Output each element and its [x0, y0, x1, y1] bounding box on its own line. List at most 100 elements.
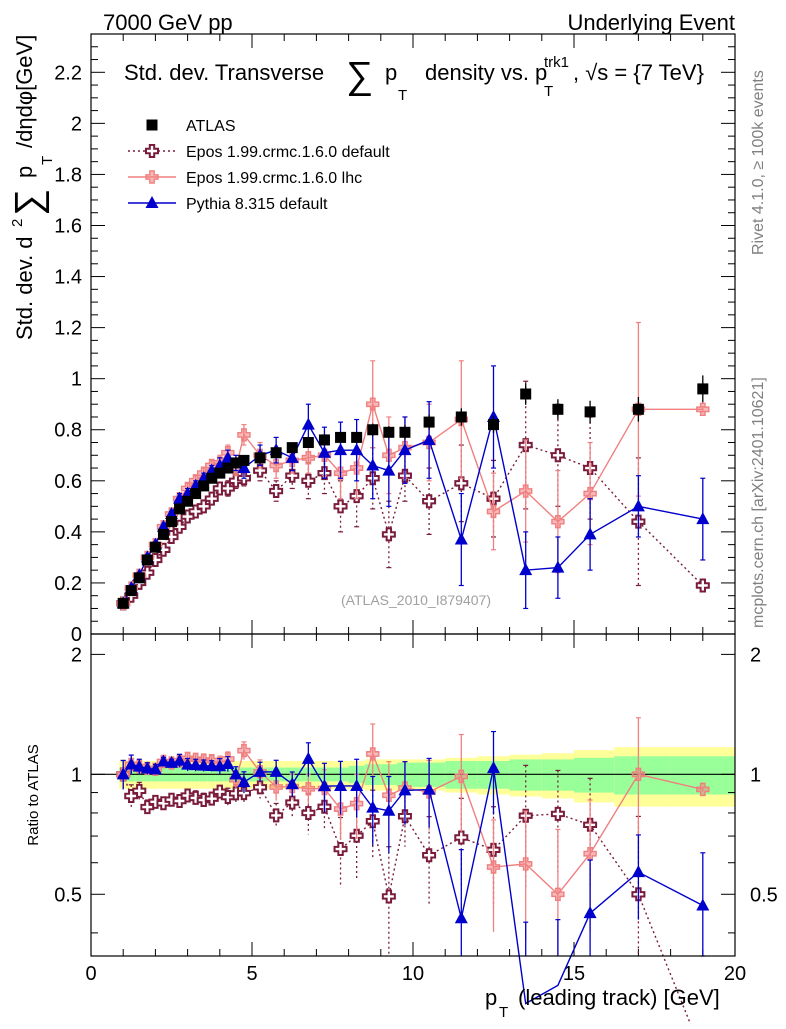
title-p: p: [385, 60, 397, 85]
ratio-point-pythia-8-315-default: [334, 778, 348, 791]
legend-label-pythia: Pythia 8.315 default: [186, 196, 328, 213]
rivet-label: Rivet 4.1.0, ≥ 100k events: [750, 70, 767, 255]
ratio-point-pythia-8-315-default: [237, 775, 251, 788]
x-tick-label: 0: [85, 963, 96, 985]
ratio-point-pythia-8-315-default: [583, 906, 597, 919]
ratio-plot: 0 5 10 15 20 0.5 0.5 1 1 2 2 Ratio to ATLAS: [25, 633, 778, 1029]
data-point-epos-1-99-crmc-1-6-0-default: [550, 448, 565, 463]
ratio-point-epos-1-99-crmc-1-6-0-default: [422, 848, 437, 863]
ratio-point-pythia-8-315-default: [124, 757, 138, 770]
ratio-point-epos-1-99-crmc-1-6-0-lhc: [301, 782, 316, 796]
data-point-pythia-8-315-default: [301, 417, 315, 430]
title-main: Std. dev. Transverse: [124, 60, 324, 85]
ratio-point-pythia-8-315-default: [366, 800, 380, 813]
legend-label-epos-lhc: Epos 1.99.crmc.1.6.0 lhc: [186, 170, 362, 187]
ratio-point-epos-1-99-crmc-1-6-0-lhc: [454, 769, 468, 784]
ylabel-sum: ∑: [8, 189, 50, 216]
ratio-point-epos-1-99-crmc-1-6-0-default: [454, 830, 469, 845]
data-point-atlas: [383, 426, 395, 438]
data-point-pythia-8-315-default: [317, 445, 331, 458]
data-point-epos-1-99-crmc-1-6-0-default: [196, 499, 211, 514]
ratio-tick-label-right: 0.5: [750, 884, 778, 906]
data-point-epos-1-99-crmc-1-6-0-default: [220, 481, 235, 496]
ratio-series: [116, 717, 710, 1029]
ratio-point-epos-1-99-crmc-1-6-0-lhc: [366, 747, 380, 761]
legend: ATLAS Epos 1.99.crmc.1.6.0 default Epos …: [128, 118, 390, 213]
data-point-pythia-8-315-default: [551, 560, 565, 573]
y-tick-label: 0: [71, 624, 82, 646]
data-point-epos-1-99-crmc-1-6-0-lhc: [551, 514, 565, 529]
legend-label-epos-default: Epos 1.99.crmc.1.6.0 default: [186, 144, 390, 161]
ratio-point-pythia-8-315-default: [205, 759, 219, 772]
data-point-epos-1-99-crmc-1-6-0-default: [204, 491, 219, 506]
title-sub-t2: T: [544, 83, 553, 100]
ratio-point-pythia-8-315-default: [116, 767, 130, 780]
y-axis-label: Std. dev. d 2 ∑ p T /dηdφ[GeV]: [8, 35, 56, 340]
y-tick-label: 1.6: [54, 215, 82, 237]
data-point-pythia-8-315-default: [519, 563, 533, 576]
title-tail: , √s = {7 TeV}: [573, 60, 704, 85]
title-sum: ∑: [346, 55, 373, 97]
data-point-pythia-8-315-default: [285, 450, 299, 463]
ratio-band-stat: [574, 757, 615, 793]
data-point-pythia-8-315-default: [382, 463, 396, 476]
ratio-point-pythia-8-315-default: [350, 778, 364, 791]
ratio-tick-label-right: 2: [750, 644, 761, 666]
data-point-atlas: [488, 419, 499, 431]
data-point-atlas: [552, 403, 564, 415]
legend-marker-epos-lhc: [145, 170, 159, 184]
ratio-point-epos-1-99-crmc-1-6-0-default: [253, 780, 268, 795]
ratio-point-pythia-8-315-default: [422, 782, 436, 795]
ratio-point-epos-1-99-crmc-1-6-0-default: [236, 786, 251, 801]
data-point-pythia-8-315-default: [696, 512, 710, 525]
data-point-atlas: [125, 585, 137, 597]
ratio-point-pythia-8-315-default: [696, 898, 710, 911]
ylabel-sub-t: T: [39, 156, 56, 165]
ratio-point-pythia-8-315-default: [285, 777, 299, 790]
data-point-atlas: [133, 572, 145, 584]
data-point-atlas: [238, 454, 250, 466]
data-point-pythia-8-315-default: [422, 432, 436, 445]
ratio-point-pythia-8-315-default: [487, 761, 500, 774]
data-point-atlas: [584, 406, 596, 418]
data-point-epos-1-99-crmc-1-6-0-default: [301, 473, 316, 488]
ratio-point-pythia-8-315-default: [317, 779, 331, 792]
ratio-point-epos-1-99-crmc-1-6-0-default: [269, 808, 284, 823]
ratio-point-pythia-8-315-default: [148, 762, 162, 775]
main-series: [116, 321, 710, 611]
y-tick-label: 0.8: [54, 420, 82, 442]
data-point-atlas: [455, 411, 467, 423]
data-point-atlas: [399, 426, 411, 438]
x-tick-label: 5: [246, 963, 257, 985]
ratio-point-epos-1-99-crmc-1-6-0-default: [132, 783, 147, 798]
ratio-point-epos-1-99-crmc-1-6-0-default: [301, 805, 316, 820]
data-point-pythia-8-315-default: [350, 443, 364, 456]
data-point-epos-1-99-crmc-1-6-0-lhc: [366, 397, 380, 411]
data-point-epos-1-99-crmc-1-6-0-lhc: [519, 484, 533, 498]
ratio-point-pythia-8-315-default: [189, 758, 203, 771]
y-tick-label: 0.6: [54, 471, 82, 493]
main-plot: 0 0.2 0.4 0.6 0.8 1 1.2 1.4 1.6 1.8 2 2.2 Std. dev.…: [8, 33, 736, 646]
y-tick-label: 0.2: [54, 573, 82, 595]
ratio-point-pythia-8-315-default: [631, 865, 645, 878]
legend-markers: [128, 119, 176, 208]
xlabel-sub-t: T: [499, 1004, 508, 1021]
title-sub-t: T: [398, 87, 407, 104]
ratio-point-epos-1-99-crmc-1-6-0-default: [285, 795, 300, 810]
x-tick-label: 15: [563, 963, 585, 985]
ratio-point-epos-1-99-crmc-1-6-0-default: [381, 889, 396, 904]
data-point-atlas: [351, 431, 363, 443]
data-point-atlas: [632, 403, 644, 415]
legend-marker-atlas: [146, 119, 158, 131]
ratio-tick-label-right: 1: [750, 764, 761, 786]
ratio-point-epos-1-99-crmc-1-6-0-lhc: [269, 780, 283, 794]
data-point-atlas: [141, 554, 153, 566]
data-point-atlas: [182, 495, 194, 507]
data-point-atlas: [697, 383, 709, 395]
data-point-atlas: [198, 480, 210, 492]
data-point-atlas: [318, 434, 330, 446]
data-point-pythia-8-315-default: [398, 443, 412, 456]
legend-label-atlas: ATLAS: [186, 118, 236, 135]
y-tick-label: 1.4: [54, 267, 82, 289]
data-point-atlas: [270, 447, 282, 459]
